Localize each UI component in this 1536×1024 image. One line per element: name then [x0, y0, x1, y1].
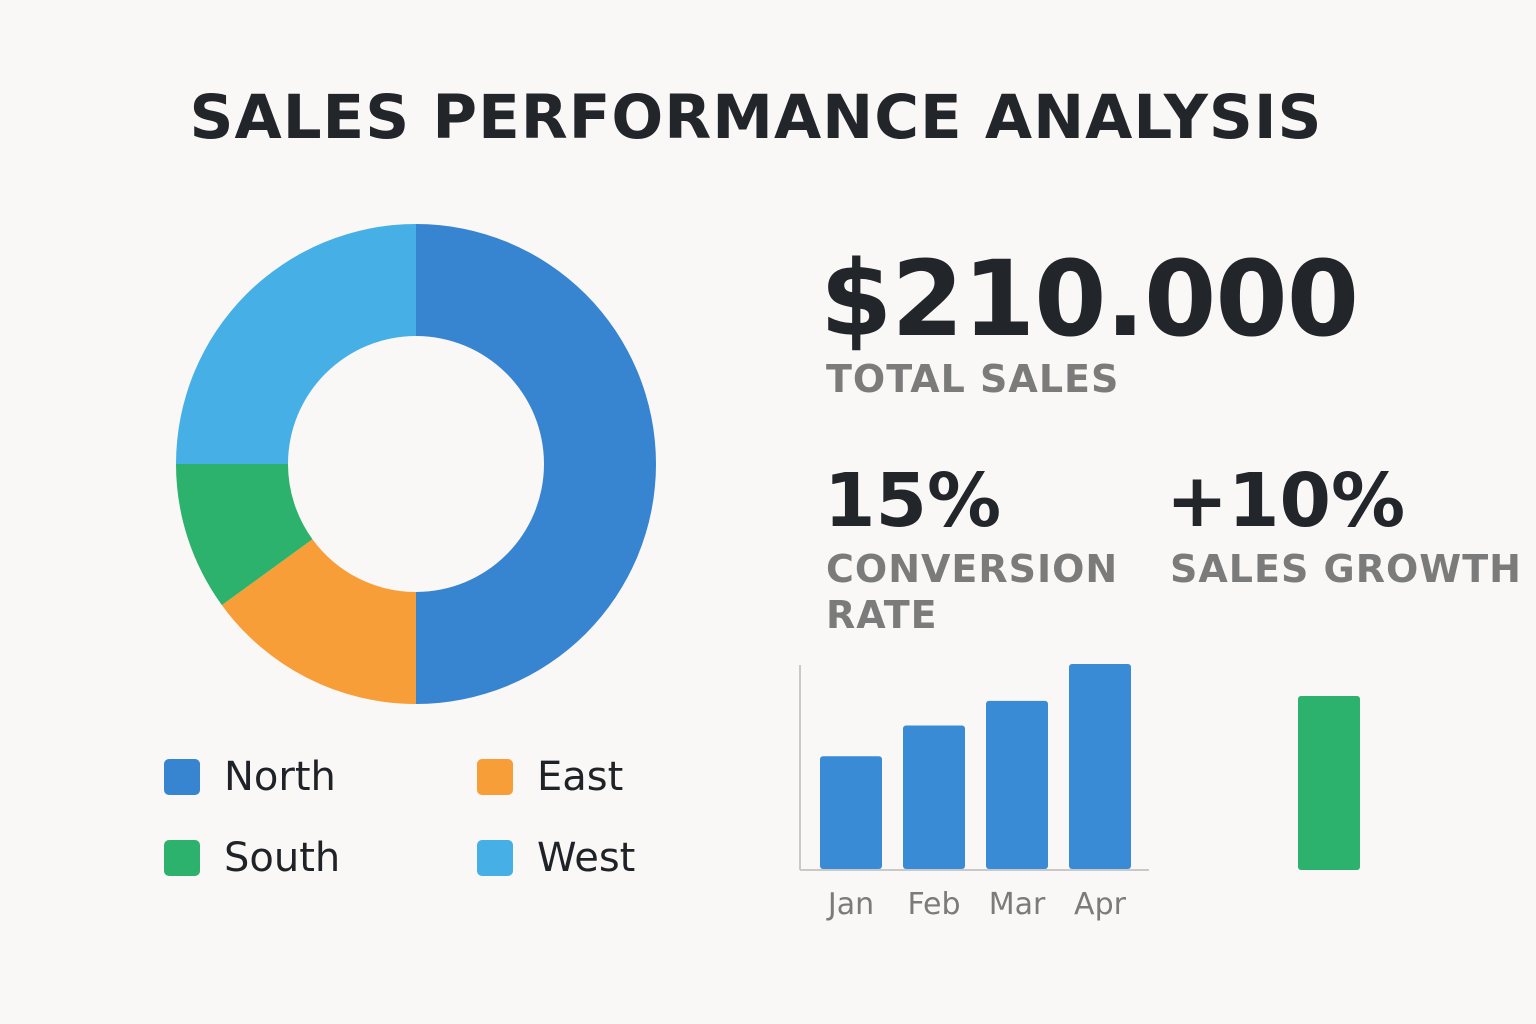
donut-slice-west: [176, 224, 416, 464]
legend-label-west: West: [537, 835, 636, 881]
legend-label-south: South: [224, 835, 341, 881]
legend-item-south: South: [164, 835, 340, 881]
monthly-bar-chart: Jan Feb Mar Apr: [799, 664, 1149, 922]
chart-legend: North East South West: [164, 750, 664, 890]
legend-swatch-east: [477, 759, 513, 795]
bar-mar: [986, 700, 1048, 869]
growth-bar: [1298, 696, 1360, 870]
x-tick-label-apr: Apr: [1074, 887, 1127, 922]
legend-label-east: East: [537, 754, 624, 800]
donut-slice-north: [416, 224, 656, 704]
bar-jan: [820, 756, 882, 869]
total-sales-value: $210.000: [820, 238, 1359, 360]
sales-growth-label: SALES GROWTH: [1170, 547, 1522, 591]
x-tick-label-mar: Mar: [989, 887, 1046, 922]
x-tick-label-feb: Feb: [907, 887, 960, 922]
conversion-rate-label: CONVERSION RATE: [826, 547, 1119, 637]
legend-item-east: East: [477, 754, 623, 800]
legend-label-north: North: [224, 754, 336, 800]
page-title: SALES PERFORMANCE ANALYSIS: [189, 82, 1323, 153]
donut-slice-east: [221, 539, 416, 704]
legend-item-west: West: [477, 835, 635, 881]
growth-bar-chart: [1298, 696, 1360, 870]
sales-growth-value: +10%: [1166, 458, 1406, 544]
x-tick-label-jan: Jan: [826, 887, 874, 922]
donut-slice-south: [176, 464, 313, 606]
bar-feb: [903, 725, 965, 869]
total-sales-label: TOTAL SALES: [826, 357, 1120, 401]
legend-swatch-north: [164, 759, 200, 795]
region-donut-chart: [176, 224, 656, 704]
legend-swatch-west: [477, 840, 513, 876]
legend-swatch-south: [164, 840, 200, 876]
legend-item-north: North: [164, 754, 336, 800]
conversion-rate-value: 15%: [824, 458, 1002, 544]
bar-apr: [1069, 664, 1131, 869]
